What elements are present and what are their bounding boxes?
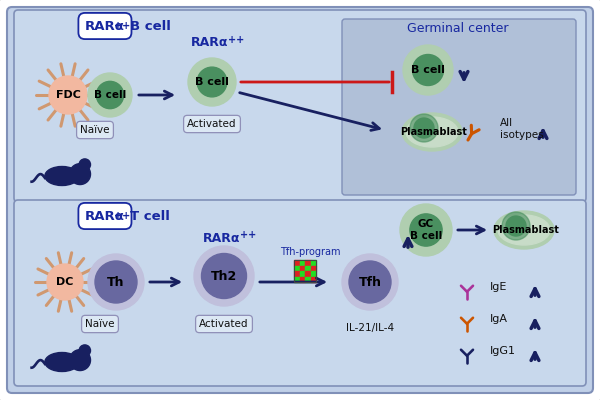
Bar: [305, 276, 311, 282]
Text: IL-21/IL-4: IL-21/IL-4: [346, 323, 394, 333]
Text: RARα: RARα: [85, 20, 125, 32]
Ellipse shape: [402, 113, 462, 151]
Text: FDC: FDC: [56, 90, 80, 100]
Circle shape: [79, 345, 91, 356]
Bar: [299, 260, 305, 266]
Bar: [305, 260, 311, 266]
Circle shape: [70, 350, 91, 370]
Text: Th: Th: [107, 276, 125, 288]
FancyBboxPatch shape: [342, 19, 576, 195]
Circle shape: [49, 76, 87, 114]
Bar: [311, 276, 316, 282]
Text: Tfh: Tfh: [359, 276, 382, 288]
Circle shape: [88, 73, 132, 117]
Circle shape: [194, 246, 254, 306]
Text: B cell: B cell: [195, 77, 229, 87]
Text: Plasmablast: Plasmablast: [493, 225, 559, 235]
Circle shape: [188, 58, 236, 106]
Text: Germinal center: Germinal center: [407, 22, 509, 34]
Text: Plasmablast: Plasmablast: [401, 127, 467, 137]
Text: ++: ++: [228, 35, 244, 45]
FancyBboxPatch shape: [7, 7, 593, 393]
Text: Tfh-program: Tfh-program: [280, 247, 340, 257]
Bar: [299, 266, 305, 271]
Circle shape: [506, 216, 526, 236]
Text: B cell: B cell: [130, 20, 171, 32]
Bar: [294, 271, 299, 276]
Circle shape: [414, 118, 434, 138]
Text: IgE: IgE: [490, 282, 508, 292]
Bar: [299, 276, 305, 282]
Ellipse shape: [45, 352, 79, 372]
FancyBboxPatch shape: [14, 200, 586, 386]
Text: Activated: Activated: [187, 119, 237, 129]
Circle shape: [502, 212, 530, 240]
Circle shape: [403, 45, 453, 95]
Bar: [294, 260, 299, 266]
Ellipse shape: [498, 215, 550, 245]
FancyBboxPatch shape: [14, 10, 586, 202]
Text: B cell: B cell: [94, 90, 126, 100]
Ellipse shape: [45, 166, 79, 186]
Text: ++: ++: [114, 21, 130, 31]
Text: Naïve: Naïve: [85, 319, 115, 329]
Circle shape: [70, 164, 91, 184]
Circle shape: [413, 54, 443, 86]
Text: IgG1: IgG1: [490, 346, 516, 356]
Bar: [294, 260, 316, 282]
Bar: [294, 266, 299, 271]
Bar: [311, 271, 316, 276]
Bar: [299, 271, 305, 276]
Text: ++: ++: [114, 211, 130, 221]
Text: Th2: Th2: [211, 270, 237, 282]
Circle shape: [97, 81, 124, 109]
Bar: [305, 271, 311, 276]
Text: RARα: RARα: [191, 36, 229, 50]
Circle shape: [95, 261, 137, 303]
Text: GC
B cell: GC B cell: [410, 219, 442, 241]
Text: Naïve: Naïve: [80, 125, 110, 135]
Circle shape: [349, 261, 391, 303]
Text: B cell: B cell: [411, 65, 445, 75]
Circle shape: [88, 254, 144, 310]
Circle shape: [342, 254, 398, 310]
Ellipse shape: [406, 117, 458, 147]
Circle shape: [410, 214, 442, 246]
Text: RARα: RARα: [85, 210, 125, 222]
Circle shape: [47, 264, 83, 300]
Text: Activated: Activated: [199, 319, 249, 329]
Circle shape: [197, 67, 227, 97]
Bar: [311, 266, 316, 271]
Circle shape: [202, 254, 247, 298]
Text: IgA: IgA: [490, 314, 508, 324]
Text: RARα: RARα: [203, 232, 241, 244]
Ellipse shape: [494, 211, 554, 249]
Text: All
isotypes: All isotypes: [500, 118, 544, 140]
Text: ++: ++: [240, 230, 256, 240]
Bar: [305, 266, 311, 271]
Circle shape: [79, 159, 91, 170]
Bar: [311, 260, 316, 266]
Bar: [294, 276, 299, 282]
Text: T cell: T cell: [130, 210, 170, 222]
Circle shape: [400, 204, 452, 256]
Circle shape: [410, 114, 438, 142]
Text: DC: DC: [56, 277, 74, 287]
